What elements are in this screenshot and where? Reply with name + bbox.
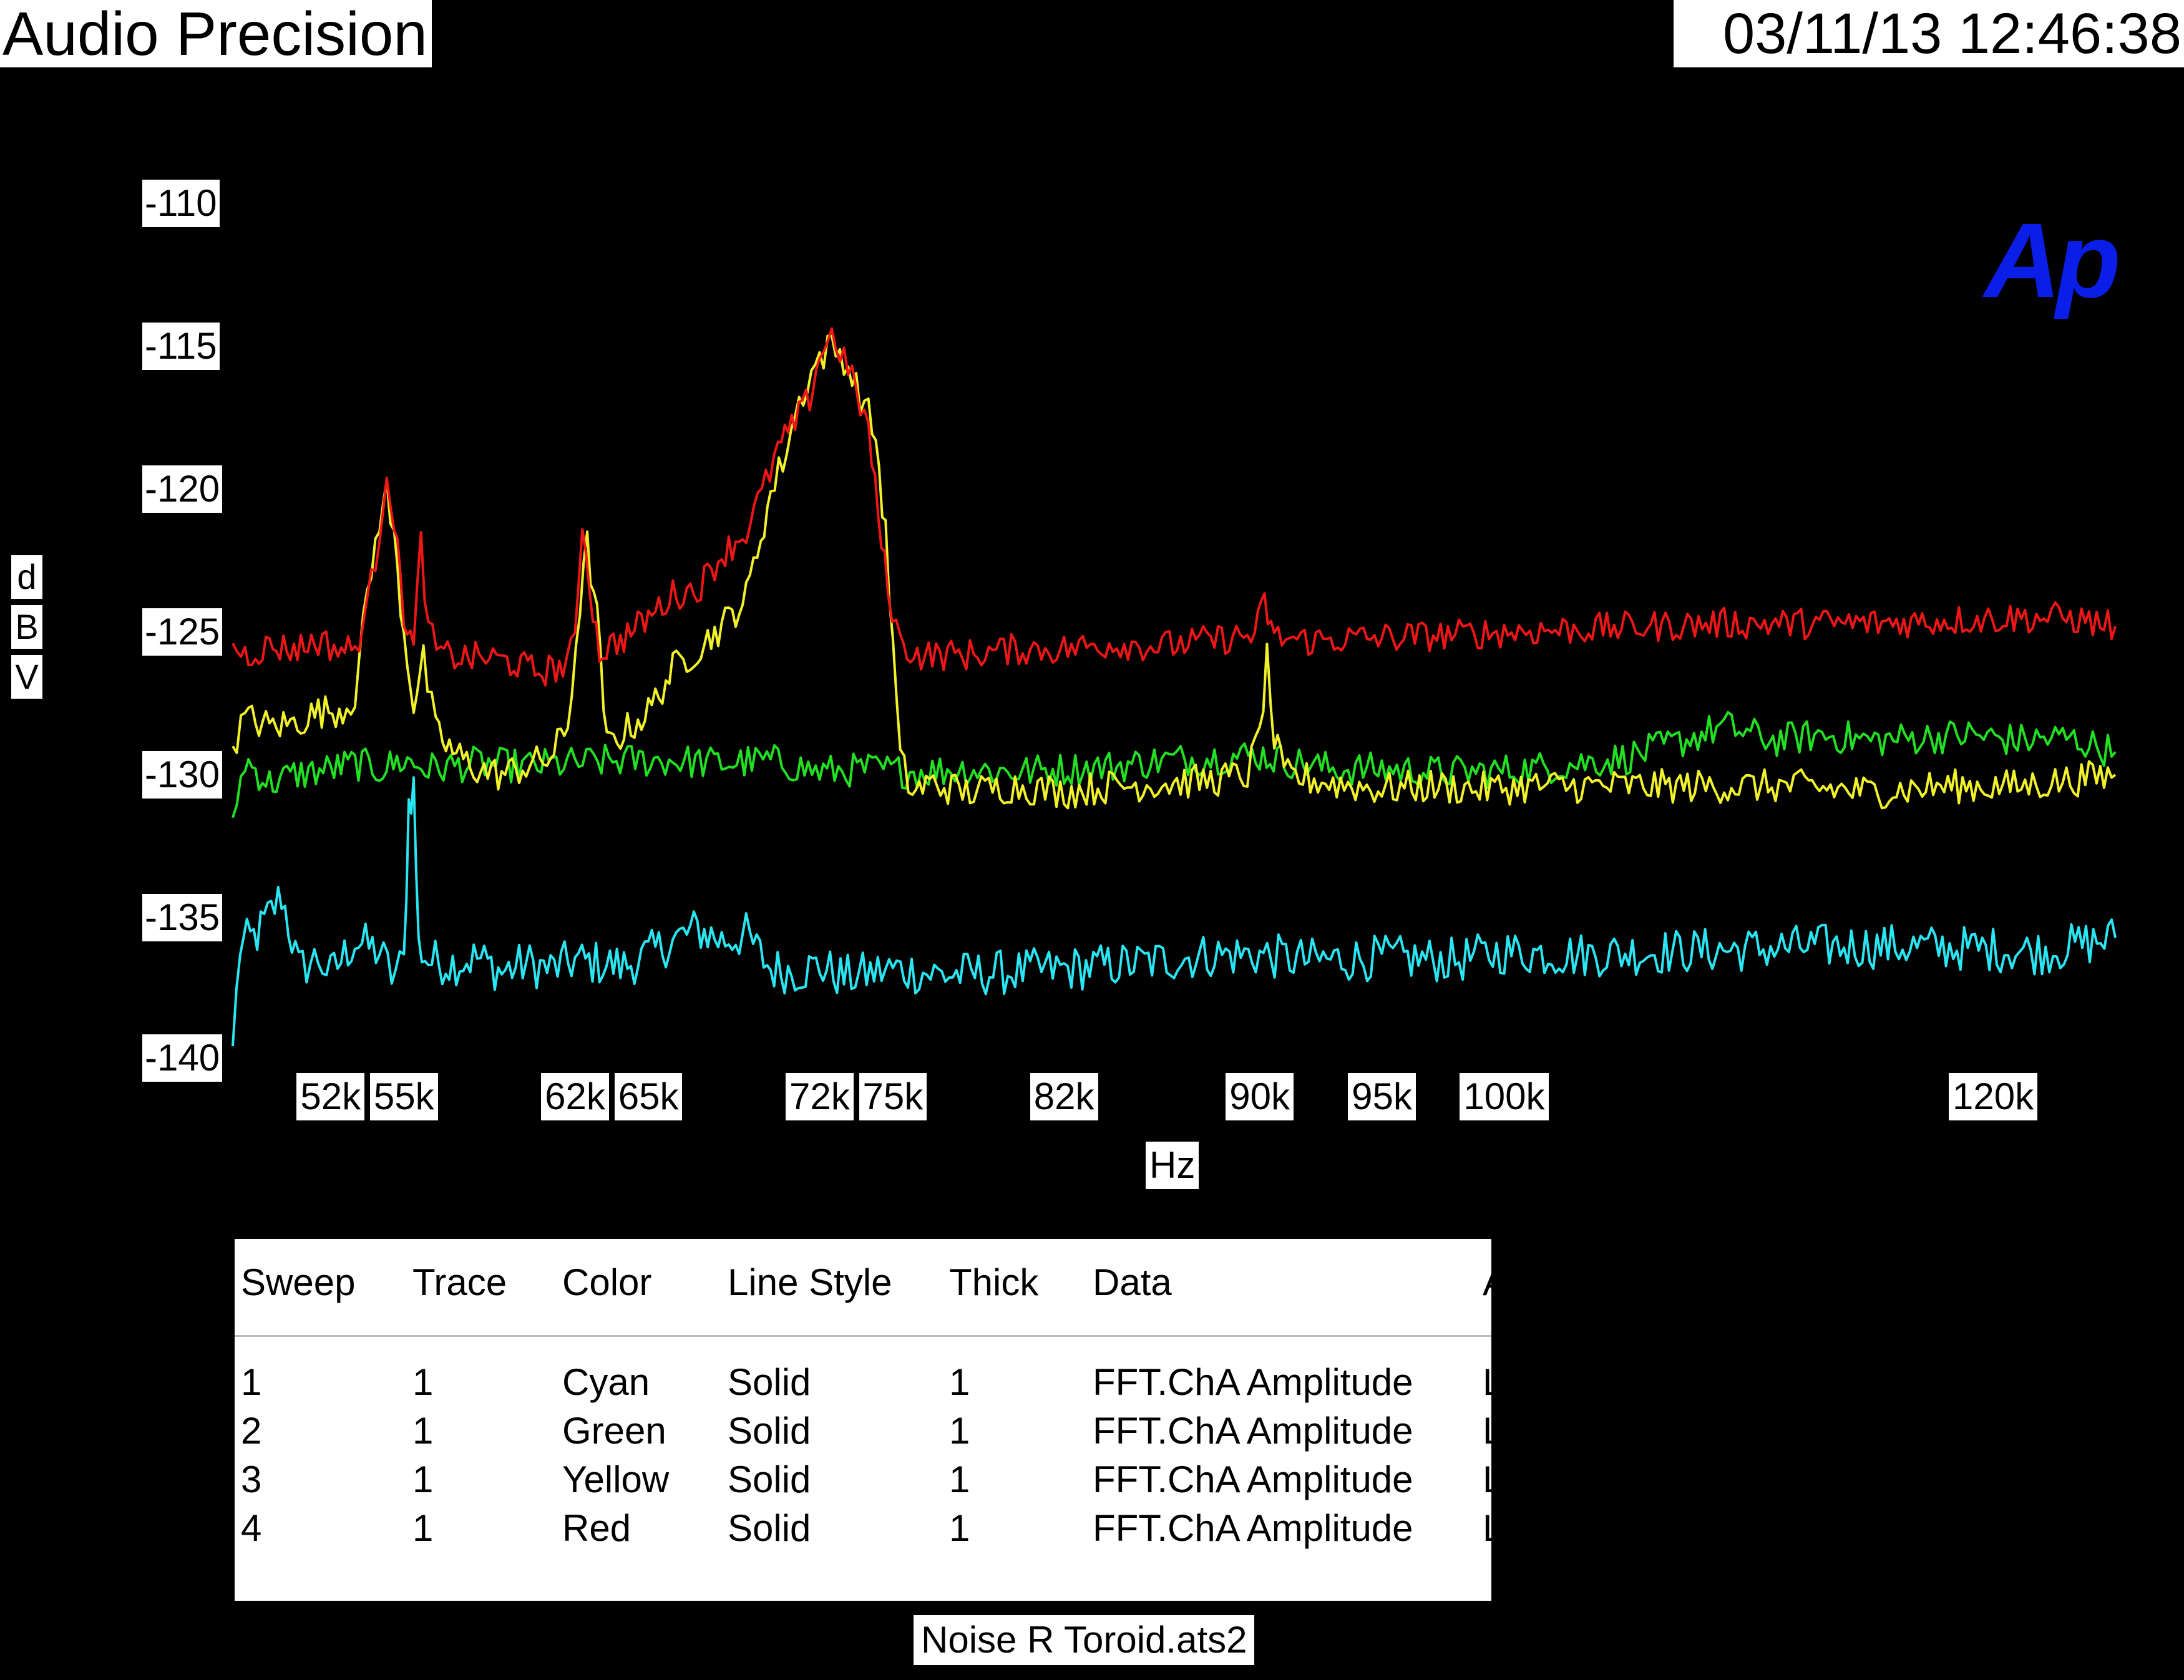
y-tick-label: -115 (142, 323, 220, 370)
legend-cell: Left (1483, 1459, 1546, 1500)
y-tick-label: -135 (142, 894, 223, 941)
legend-header-cell: Axis (1483, 1261, 1554, 1303)
y-tick-label: -130 (142, 751, 223, 799)
legend-cell: Solid (728, 1459, 811, 1500)
y-unit-letter: B (11, 605, 42, 649)
legend-header-cell: Data (1093, 1261, 1172, 1303)
y-tick-label: -140 (142, 1034, 223, 1082)
x-tick-label: 100k (1460, 1073, 1549, 1120)
legend-cell: Toroid no added noise (1604, 1459, 1973, 1500)
x-tick-label: 72k (785, 1073, 854, 1120)
trace-sweep-4 (232, 327, 2117, 687)
legend-cell: Cyan (562, 1361, 650, 1403)
legend-cell: Toroid with noise (1604, 1507, 1883, 1549)
file-name: Noise R Toroid.ats2 (914, 1615, 1255, 1665)
x-tick-label: 75k (859, 1073, 927, 1120)
x-tick-label: 82k (1030, 1073, 1098, 1120)
legend-cell: 3 (241, 1459, 262, 1500)
y-unit-letter: V (11, 655, 42, 699)
legend-cell: Solid (728, 1361, 811, 1403)
legend-cell: 1 (949, 1459, 970, 1500)
fft-chart (232, 327, 2117, 1047)
y-tick-label: -120 (142, 465, 223, 513)
x-axis-unit: Hz (1146, 1142, 1199, 1189)
legend-header-cell: Thick (949, 1261, 1039, 1303)
legend-cell: 1 (949, 1410, 970, 1452)
legend-cell: Solid (728, 1410, 811, 1452)
ap-logo: Ap (1984, 202, 2121, 320)
legend-header-cell: Color (562, 1261, 652, 1303)
x-tick-label: 55k (369, 1073, 438, 1120)
x-tick-label: 52k (296, 1073, 365, 1120)
legend-cell: FFT.ChA Amplitude (1093, 1361, 1413, 1403)
legend-cell: 1 (241, 1361, 262, 1403)
legend-cell: 1 (949, 1507, 970, 1549)
legend-header-cell: Trace (412, 1261, 507, 1303)
legend-cell: 1 (412, 1361, 434, 1403)
legend-cell: 2 (241, 1410, 262, 1452)
x-tick-label: 95k (1348, 1073, 1416, 1120)
legend-cell: Solid (728, 1507, 811, 1549)
y-tick-label: -125 (142, 608, 223, 656)
legend-cell: Red (562, 1507, 631, 1549)
legend-header-cell: Sweep (241, 1261, 356, 1303)
x-tick-label: 62k (541, 1073, 609, 1120)
legend-cell: Yellow (562, 1459, 670, 1500)
legend-cell: Left (1483, 1507, 1546, 1549)
legend-cell: FFT.ChA Amplitude (1093, 1507, 1413, 1549)
legend-cell: R Core with noise (1604, 1410, 1900, 1452)
trace-sweep-1 (232, 776, 2117, 1047)
legend-cell: Left (1483, 1361, 1546, 1403)
legend-header-cell: Comment (1604, 1261, 1767, 1303)
legend-cell: 1 (949, 1361, 970, 1403)
timestamp: 03/11/13 12:46:38 (1674, 0, 2184, 67)
legend-cell: Left (1483, 1410, 1546, 1452)
legend-cell: Green (562, 1410, 666, 1452)
trace-layer (232, 327, 2117, 1047)
legend-cell: 1 (412, 1410, 434, 1452)
legend-header-cell: Line Style (728, 1261, 892, 1303)
legend-cell: 1 (412, 1459, 434, 1500)
legend-cell: FFT.ChA Amplitude (1093, 1459, 1413, 1500)
legend-cell: 1 (412, 1507, 434, 1549)
y-unit-letter: d (11, 555, 42, 599)
legend-cell: R Core no added noise (1604, 1361, 1990, 1403)
sweep-legend-table: Sweep Trace Color Line Style Thick Data Axis Co… (235, 1239, 1989, 1601)
legend-header-divider (235, 1335, 1491, 1337)
x-tick-label: 90k (1226, 1073, 1294, 1120)
legend-cell: FFT.ChA Amplitude (1093, 1410, 1413, 1452)
legend-cell: 4 (241, 1507, 262, 1549)
trace-sweep-2 (232, 711, 2117, 818)
y-tick-label: -110 (142, 180, 220, 227)
app-title: Audio Precision (0, 0, 432, 67)
trace-sweep-3 (232, 334, 2117, 810)
x-tick-label: 120k (1949, 1073, 2038, 1120)
x-tick-label: 65k (614, 1073, 683, 1120)
